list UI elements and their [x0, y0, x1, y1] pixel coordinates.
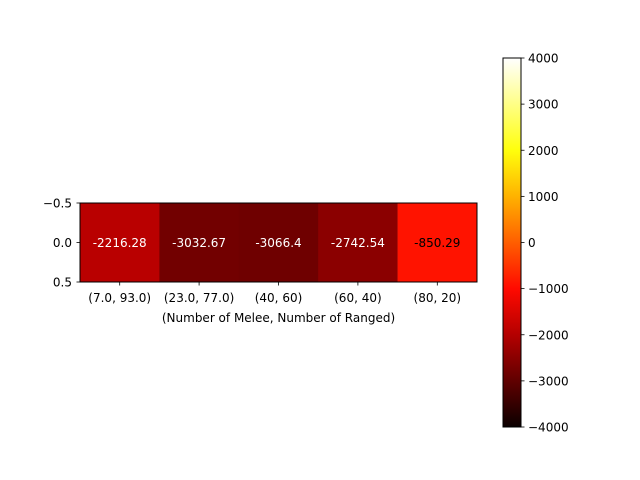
cell-value-label: -2216.28 — [93, 236, 147, 250]
y-axis: −0.5 0.0 0.5 — [43, 197, 80, 290]
y-tick-label: −0.5 — [43, 197, 72, 211]
x-tick-label: (80, 20) — [414, 291, 462, 305]
x-tick-label: (23.0, 77.0) — [164, 291, 234, 305]
y-tick-label: 0.5 — [53, 276, 72, 290]
heatmap-cell — [238, 203, 319, 282]
colorbar-axis: 4000 3000 2000 1000 0 −1000 −2000 −3000 −4000 — [521, 52, 569, 435]
cell-value-label: -3066.4 — [255, 236, 301, 250]
cell-value-label: -850.29 — [414, 236, 460, 250]
cell-value-label: -3032.67 — [172, 236, 226, 250]
heatmap-cell — [318, 203, 398, 282]
cell-value-label: -2742.54 — [331, 236, 385, 250]
x-tick-label: (60, 40) — [334, 291, 382, 305]
x-axis: (7.0, 93.0) (23.0, 77.0) (40, 60) (60, 40) (… — [88, 282, 461, 305]
colorbar-tick-label: 4000 — [528, 52, 559, 66]
heatmap-cell — [80, 203, 160, 282]
colorbar-tick-label: 2000 — [528, 144, 559, 158]
y-tick-label: 0.0 — [53, 236, 72, 250]
colorbar-tick-label: −1000 — [528, 282, 569, 296]
colorbar-tick-label: −4000 — [528, 421, 569, 435]
x-axis-label: (Number of Melee, Number of Ranged) — [162, 311, 395, 325]
colorbar-tick-label: 1000 — [528, 190, 559, 204]
colorbar — [502, 57, 522, 428]
x-tick-label: (40, 60) — [255, 291, 303, 305]
colorbar-tick-label: 3000 — [528, 98, 559, 112]
colorbar-tick-label: −2000 — [528, 328, 569, 342]
heatmap-cell — [397, 203, 478, 282]
colorbar-tick-label: 0 — [528, 236, 536, 250]
x-tick-label: (7.0, 93.0) — [88, 291, 151, 305]
heatmap-cell — [159, 203, 240, 282]
heatmap-cells: -2216.28 -3032.67 -3066.4 -2742.54 -850.29 — [80, 203, 478, 282]
colorbar-tick-label: −3000 — [528, 374, 569, 388]
